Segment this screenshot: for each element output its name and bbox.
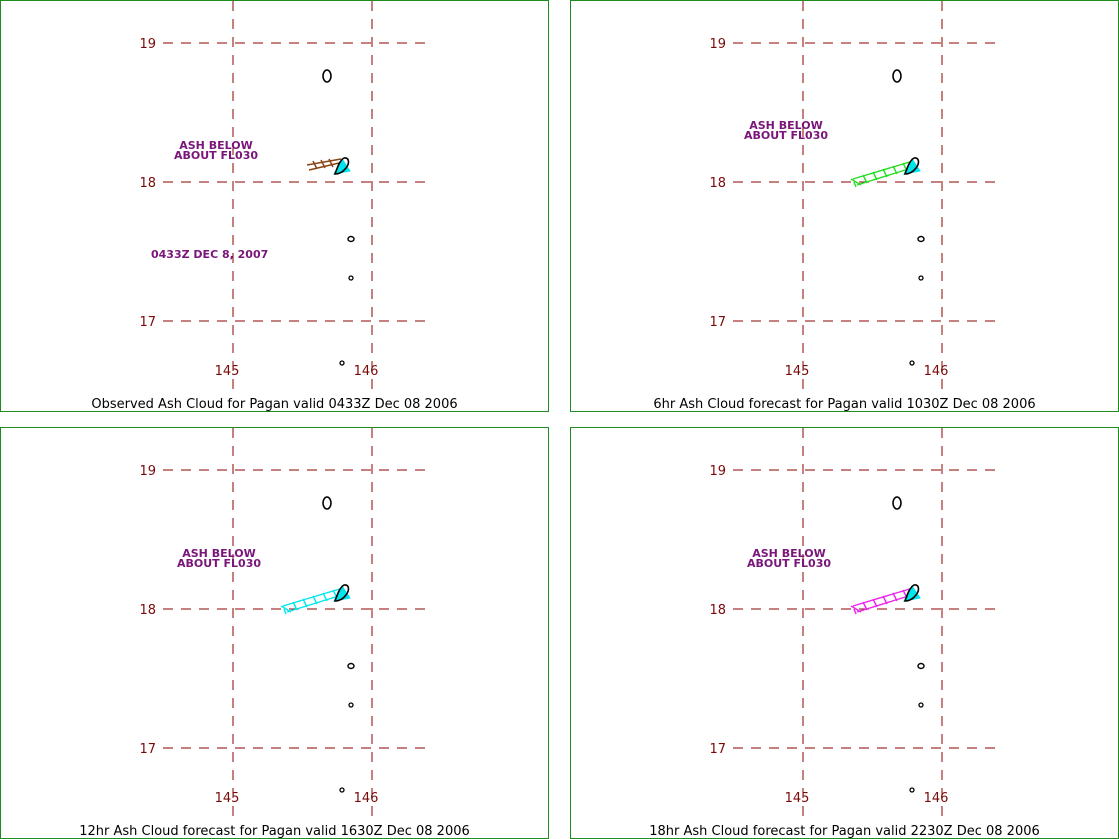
island-outline <box>348 702 354 708</box>
lat-tick-label: 17 <box>709 315 726 330</box>
panel-caption: 12hr Ash Cloud forecast for Pagan valid … <box>79 824 470 839</box>
ash-label-line1: ASH BELOW <box>179 139 253 152</box>
lon-tick-label: 145 <box>215 791 240 806</box>
lon-tick-label: 145 <box>785 364 810 379</box>
pagan-island-outline <box>333 157 350 175</box>
ash-height-label: ASH BELOW ABOUT FL030 <box>734 547 844 570</box>
island-outline <box>339 787 345 793</box>
lat-tick-label: 18 <box>709 603 726 618</box>
ash-label-line2: ABOUT FL030 <box>174 149 258 162</box>
ash-height-label: ASH BELOW ABOUT FL030 <box>731 119 841 142</box>
lat-tick-label: 17 <box>139 315 156 330</box>
map-canvas: 19 18 17 145 146 <box>709 428 1001 823</box>
ash-height-label: ASH BELOW ABOUT FL030 <box>161 139 271 162</box>
lat-tick-label: 19 <box>709 37 726 52</box>
map-canvas: 19 18 17 145 146 <box>139 428 431 823</box>
island-outline <box>347 662 355 670</box>
lat-tick-label: 19 <box>139 37 156 52</box>
panel-caption: 18hr Ash Cloud forecast for Pagan valid … <box>649 824 1040 839</box>
lon-tick-label: 146 <box>924 364 949 379</box>
lat-tick-label: 18 <box>139 603 156 618</box>
island-outline <box>347 235 355 243</box>
island-outline <box>917 662 925 670</box>
ash-label-line1: ASH BELOW <box>749 119 823 132</box>
map-panel-18hr: 19 18 17 145 146 ASH BELOW ABOUT FL030 18hr … <box>570 427 1119 839</box>
island-outline <box>918 275 924 281</box>
ash-cloud-plume <box>850 587 916 615</box>
lat-tick-label: 17 <box>709 742 726 757</box>
ash-label-line1: ASH BELOW <box>182 547 256 560</box>
lat-tick-label: 18 <box>139 176 156 191</box>
island-outline <box>892 69 902 83</box>
island-outline <box>322 69 332 83</box>
map-panel-6hr: 19 18 17 145 146 ASH BELOW ABOUT FL030 6hr A… <box>570 0 1119 412</box>
lon-tick-label: 146 <box>354 791 379 806</box>
lat-tick-label: 17 <box>139 742 156 757</box>
ash-label-line2: ABOUT FL030 <box>744 129 828 142</box>
island-outline <box>892 496 902 510</box>
ash-cloud-plume <box>850 160 916 188</box>
lon-tick-label: 146 <box>924 791 949 806</box>
lon-tick-label: 146 <box>354 364 379 379</box>
island-outline <box>917 235 925 243</box>
island-outline <box>348 275 354 281</box>
map-canvas: 19 18 17 145 146 <box>709 1 1001 396</box>
ash-height-label: ASH BELOW ABOUT FL030 <box>164 547 274 570</box>
island-outline <box>918 702 924 708</box>
lon-tick-label: 145 <box>785 791 810 806</box>
ash-cloud-plume <box>306 158 342 171</box>
island-outline <box>909 787 915 793</box>
panel-caption: 6hr Ash Cloud forecast for Pagan valid 1… <box>653 397 1036 412</box>
ash-label-line1: ASH BELOW <box>752 547 826 560</box>
ash-label-line2: ABOUT FL030 <box>747 557 831 570</box>
pagan-island-outline <box>333 584 350 602</box>
lat-tick-label: 19 <box>139 464 156 479</box>
ash-cloud-plume <box>280 587 346 615</box>
pagan-island-outline <box>903 584 920 602</box>
pagan-island-outline <box>903 157 920 175</box>
island-outline <box>322 496 332 510</box>
map-panel-observed: 19 18 17 145 146 ASH BELOW ABOUT FL030 0433Z… <box>0 0 549 412</box>
lon-tick-label: 145 <box>215 364 240 379</box>
lat-tick-label: 18 <box>709 176 726 191</box>
island-outline <box>339 360 345 366</box>
ash-label-line2: ABOUT FL030 <box>177 557 261 570</box>
map-panel-12hr: 19 18 17 145 146 ASH BELOW ABOUT FL030 12hr … <box>0 427 549 839</box>
map-canvas: 19 18 17 145 146 <box>139 1 431 396</box>
island-outline <box>909 360 915 366</box>
lat-tick-label: 19 <box>709 464 726 479</box>
observation-timestamp: 0433Z DEC 8, 2007 <box>151 248 269 261</box>
panel-caption: Observed Ash Cloud for Pagan valid 0433Z… <box>91 397 458 412</box>
